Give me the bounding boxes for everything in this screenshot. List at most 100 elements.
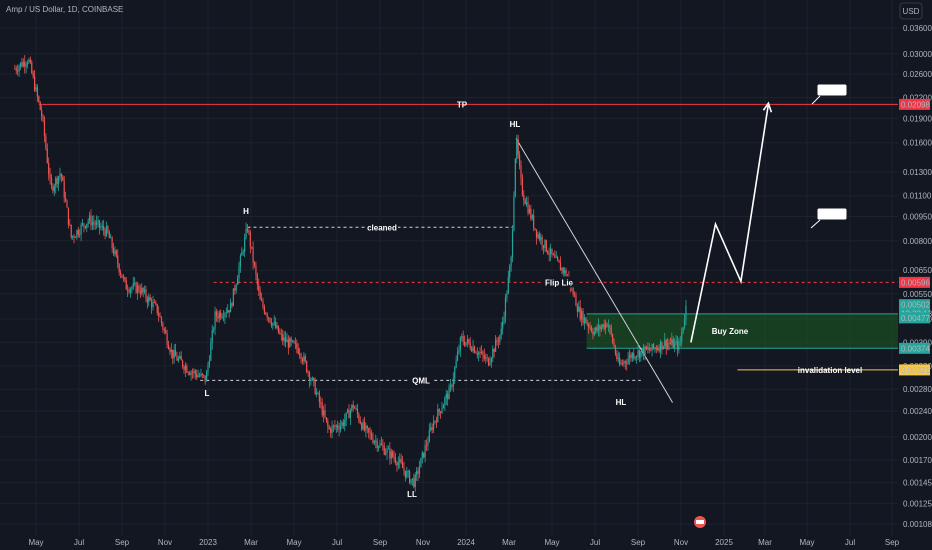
- candle-body: [630, 354, 632, 359]
- candle-body: [310, 380, 312, 381]
- candle-body: [361, 423, 363, 430]
- candle-body: [438, 409, 440, 412]
- candle-body: [218, 312, 220, 319]
- candle-body: [203, 374, 205, 376]
- candle-body: [287, 339, 289, 348]
- candle-body: [197, 375, 199, 378]
- candle-body: [667, 343, 669, 348]
- candle-body: [588, 324, 590, 328]
- candle-body: [172, 349, 174, 359]
- candle-body: [232, 288, 234, 307]
- buy-zone-area: [586, 313, 898, 349]
- candle-body: [637, 350, 639, 357]
- candle-body: [633, 353, 635, 359]
- candle-body: [280, 333, 282, 335]
- candle-body: [62, 176, 64, 181]
- candle-body: [59, 173, 61, 177]
- candle-body: [253, 262, 256, 266]
- candle-body: [409, 471, 411, 484]
- candle-body: [510, 256, 512, 267]
- candle-body: [275, 321, 277, 329]
- time-axis[interactable]: May Jul Sep Nov 2023 Mar May Jul Sep Nov 2024 Mar Ma…: [28, 538, 899, 547]
- candle-body: [465, 342, 467, 346]
- candle-body: [265, 312, 267, 315]
- candle-body: [306, 361, 308, 373]
- candle-body: [403, 468, 405, 471]
- qml-label-bg: [410, 374, 432, 386]
- time-tick-label: May: [286, 538, 301, 547]
- candle-body: [351, 404, 353, 411]
- candle-body: [72, 235, 74, 238]
- candle-body: [389, 448, 391, 459]
- candle-body: [368, 428, 370, 433]
- price-tick-label: 0.00145: [903, 478, 932, 487]
- candle-body: [93, 221, 95, 224]
- candle-body: [385, 453, 387, 455]
- candle-body: [26, 62, 29, 65]
- candle-body: [480, 351, 483, 353]
- candle-body: [557, 256, 559, 261]
- candle-body: [84, 226, 86, 228]
- candle-body: [472, 346, 474, 352]
- candle-body: [355, 408, 357, 410]
- candle-body: [452, 378, 454, 387]
- candle-body: [668, 343, 670, 344]
- candle-body: [349, 410, 351, 419]
- candle-body: [535, 229, 538, 238]
- candle-body: [81, 223, 84, 225]
- candle-body: [379, 443, 381, 447]
- time-tick-label: 2025: [715, 538, 733, 547]
- qml-label: QML: [412, 376, 430, 385]
- candle-body: [249, 232, 251, 247]
- candle-body: [60, 173, 62, 177]
- candle-body: [258, 284, 260, 291]
- candle-body: [296, 343, 298, 349]
- candle-body: [661, 341, 663, 350]
- candle-body: [617, 357, 619, 359]
- candle-body: [682, 327, 684, 333]
- candle-body: [158, 313, 160, 316]
- candle-body: [387, 448, 390, 450]
- currency-button[interactable]: [899, 2, 923, 20]
- candle-body: [17, 70, 19, 72]
- candle-body: [300, 354, 302, 360]
- candle-body: [400, 459, 402, 463]
- candle-body: [610, 327, 612, 335]
- candle-body: [189, 373, 191, 375]
- candle-body: [564, 270, 566, 274]
- candle-body: [463, 341, 466, 346]
- currency-label: USD: [903, 7, 920, 16]
- candle-body: [410, 479, 412, 484]
- candle-body: [194, 370, 196, 374]
- candle-body: [55, 178, 57, 187]
- candle-body: [648, 348, 650, 351]
- candle-body: [177, 358, 179, 361]
- candle-body: [325, 417, 328, 421]
- candle-body: [516, 139, 518, 159]
- time-tick-label: May: [28, 538, 43, 547]
- candle-body: [313, 377, 315, 381]
- candle-body: [345, 412, 347, 421]
- candle-body: [500, 328, 502, 336]
- target-callout-2: 0.00867: [818, 210, 847, 219]
- candle-body: [411, 478, 414, 480]
- target-callout-2-pointer: [810, 219, 821, 229]
- price-tag-flip: [899, 276, 930, 288]
- candle-body: [52, 185, 54, 192]
- candle-body: [19, 62, 22, 67]
- candle-body: [165, 330, 167, 334]
- candle-body: [503, 316, 505, 322]
- flip-lie-label: Flip Lie: [545, 278, 574, 287]
- price-axis[interactable]: 0.03600 0.03000 0.02600 0.02200 0.01900 0.016…: [898, 0, 932, 550]
- candle-body: [217, 316, 219, 319]
- candle-body: [428, 430, 430, 442]
- candle-body: [593, 331, 595, 335]
- candle-body: [119, 272, 122, 275]
- price-tag-value-flip: 0.00596: [901, 278, 930, 287]
- candle-body: [129, 288, 132, 293]
- candle-body: [613, 342, 615, 347]
- candle-body: [475, 352, 477, 354]
- price-tick-label: 0.02200: [903, 94, 932, 103]
- candle-body: [495, 339, 497, 352]
